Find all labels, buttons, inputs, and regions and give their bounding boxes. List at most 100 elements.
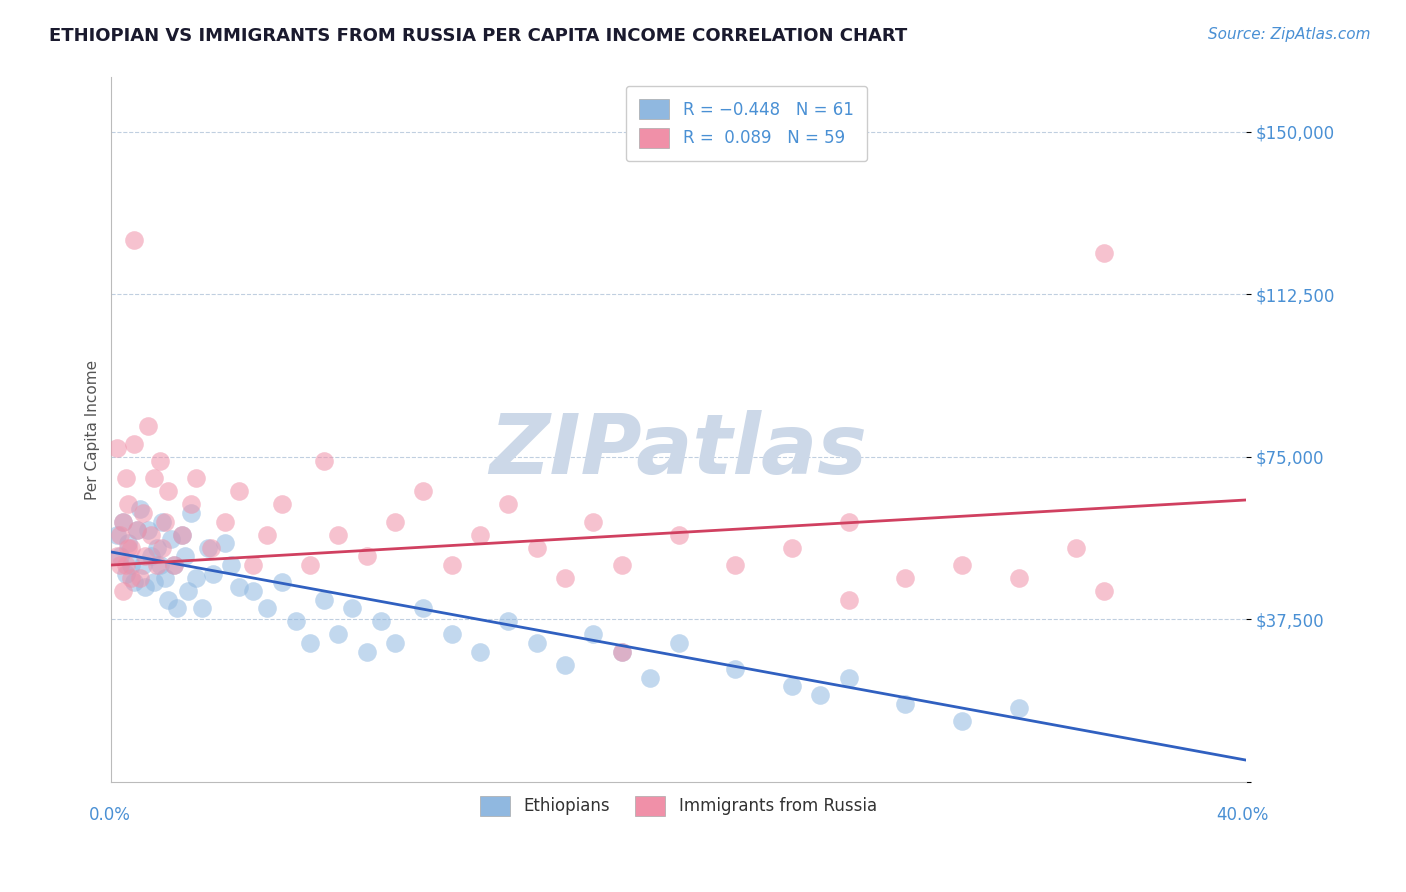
Text: Source: ZipAtlas.com: Source: ZipAtlas.com xyxy=(1208,27,1371,42)
Point xyxy=(108,558,131,572)
Point xyxy=(111,515,134,529)
Point xyxy=(780,541,803,555)
Point xyxy=(214,515,236,529)
Legend: Ethiopians, Immigrants from Russia: Ethiopians, Immigrants from Russia xyxy=(474,789,883,822)
Point xyxy=(114,566,136,581)
Point xyxy=(128,571,150,585)
Point xyxy=(328,527,350,541)
Point xyxy=(155,571,177,585)
Point xyxy=(163,558,186,572)
Point xyxy=(142,575,165,590)
Point xyxy=(186,571,208,585)
Point xyxy=(1092,246,1115,260)
Point xyxy=(139,527,162,541)
Point xyxy=(356,549,378,564)
Point xyxy=(554,571,576,585)
Point xyxy=(582,515,605,529)
Point xyxy=(270,575,292,590)
Point xyxy=(1092,584,1115,599)
Point xyxy=(149,558,172,572)
Point xyxy=(270,497,292,511)
Point xyxy=(111,584,134,599)
Point xyxy=(122,233,145,247)
Text: 0.0%: 0.0% xyxy=(89,806,131,824)
Point xyxy=(134,549,156,564)
Text: ETHIOPIAN VS IMMIGRANTS FROM RUSSIA PER CAPITA INCOME CORRELATION CHART: ETHIOPIAN VS IMMIGRANTS FROM RUSSIA PER … xyxy=(49,27,907,45)
Point xyxy=(180,497,202,511)
Point xyxy=(157,484,180,499)
Point xyxy=(111,515,134,529)
Point xyxy=(172,527,194,541)
Point xyxy=(498,497,520,511)
Point xyxy=(1008,701,1031,715)
Point xyxy=(152,541,174,555)
Point xyxy=(108,527,131,541)
Point xyxy=(122,436,145,450)
Point xyxy=(105,527,128,541)
Point xyxy=(166,601,188,615)
Point xyxy=(219,558,242,572)
Point xyxy=(134,580,156,594)
Point xyxy=(838,515,860,529)
Point xyxy=(128,501,150,516)
Point xyxy=(200,541,222,555)
Point xyxy=(114,471,136,485)
Point xyxy=(242,558,264,572)
Point xyxy=(139,549,162,564)
Point xyxy=(724,558,747,572)
Text: 40.0%: 40.0% xyxy=(1216,806,1268,824)
Point xyxy=(155,515,177,529)
Point xyxy=(105,549,128,564)
Point xyxy=(838,592,860,607)
Point xyxy=(384,515,406,529)
Point xyxy=(142,471,165,485)
Point xyxy=(117,497,139,511)
Point xyxy=(117,541,139,555)
Point xyxy=(256,601,278,615)
Point xyxy=(298,636,321,650)
Point xyxy=(610,558,633,572)
Point xyxy=(638,671,661,685)
Point xyxy=(468,527,491,541)
Point xyxy=(328,627,350,641)
Point xyxy=(180,506,202,520)
Point xyxy=(314,592,336,607)
Point xyxy=(440,627,463,641)
Point xyxy=(342,601,364,615)
Point xyxy=(146,558,169,572)
Point xyxy=(157,592,180,607)
Point xyxy=(610,645,633,659)
Point xyxy=(950,558,973,572)
Point xyxy=(384,636,406,650)
Point xyxy=(228,580,250,594)
Point xyxy=(838,671,860,685)
Point xyxy=(242,584,264,599)
Point xyxy=(412,484,434,499)
Point xyxy=(610,645,633,659)
Point xyxy=(298,558,321,572)
Point xyxy=(214,536,236,550)
Point xyxy=(950,714,973,728)
Point xyxy=(197,541,219,555)
Point xyxy=(582,627,605,641)
Point xyxy=(370,615,392,629)
Point xyxy=(894,697,917,711)
Point xyxy=(526,541,548,555)
Point xyxy=(440,558,463,572)
Point xyxy=(468,645,491,659)
Point xyxy=(160,532,183,546)
Point xyxy=(114,558,136,572)
Point xyxy=(152,515,174,529)
Point xyxy=(202,566,225,581)
Point xyxy=(136,419,159,434)
Point xyxy=(146,541,169,555)
Point xyxy=(191,601,214,615)
Point xyxy=(174,549,197,564)
Point xyxy=(412,601,434,615)
Point xyxy=(668,636,690,650)
Point xyxy=(186,471,208,485)
Point xyxy=(122,575,145,590)
Point xyxy=(526,636,548,650)
Point xyxy=(120,571,142,585)
Point xyxy=(668,527,690,541)
